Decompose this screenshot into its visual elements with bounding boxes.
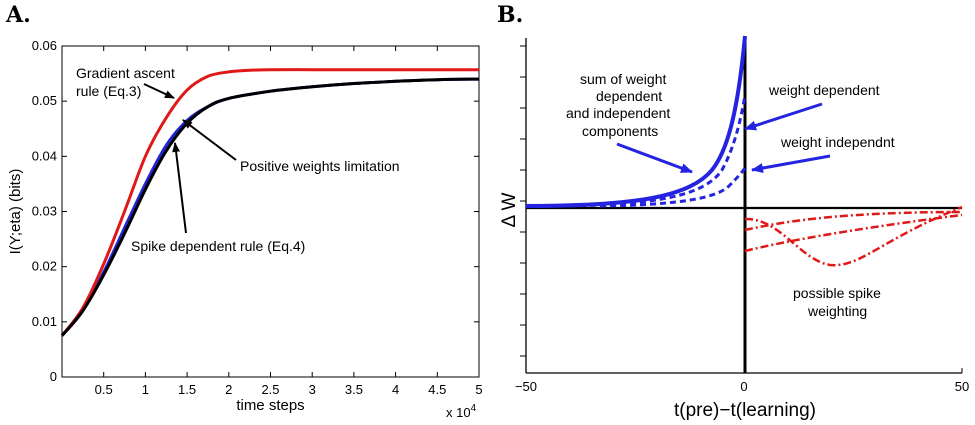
panel-a-x-multiplier: x 104 (446, 403, 477, 420)
arrow-weight-dependent (744, 102, 823, 131)
annotation-sum-line1: sum of weight (580, 71, 666, 87)
curve-weight-dependent (559, 94, 747, 208)
panel-b-ylabel: Δ W (499, 193, 520, 228)
panel-a-ticks: 0.5 1 1.5 2 2.5 3 3.5 4 4.5 5 0 0.01 0.02 0.03 0.04 0.0… (32, 38, 483, 397)
panel-b-left-ticks (520, 45, 526, 357)
curve-spike-weighting-1 (744, 210, 963, 232)
annotation-spike-line1: possible spike (793, 285, 881, 301)
panel-a-label: A. (5, 2, 31, 28)
panel-a-ylabel: I(Y;eta) (bits) (7, 169, 24, 255)
curve-weight-independent (599, 167, 747, 208)
a-xtick-label-3: 2 (225, 382, 232, 397)
annotation-sum-line3: and independent (566, 105, 670, 121)
panel-a-series (60, 68, 480, 337)
a-xtick-label-4: 2.5 (261, 382, 279, 397)
arrow-weight-independent (751, 154, 831, 173)
panel-a-chart: 0.5 1 1.5 2 2.5 3 3.5 4 4.5 5 0 0.01 0.02 0.03 0.04 0.0… (32, 38, 483, 397)
annotation-positive: Positive weights limitation (240, 158, 400, 174)
b-xtick-label-0: −50 (515, 379, 537, 394)
a-ytick-label-4: 0.04 (32, 148, 57, 163)
arrow-positive (182, 119, 237, 161)
a-ytick-label-5: 0.05 (32, 93, 57, 108)
b-xtick-label-1: 0 (740, 379, 747, 394)
annotation-spike: Spike dependent rule (Eq.4) (131, 238, 305, 254)
panel-b-xlabel: t(pre)−t(learning) (674, 400, 816, 421)
a-xtick-label-9: 5 (475, 382, 482, 397)
a-ytick-label-0: 0 (50, 369, 57, 384)
a-series-red (60, 68, 479, 337)
a-ytick-label-6: 0.06 (32, 38, 57, 53)
curve-spike-weighting-3 (744, 205, 963, 267)
a-xtick-label-6: 3.5 (345, 382, 363, 397)
a-xtick-label-1: 1 (142, 382, 149, 397)
panel-a-x-multiplier-exp: 4 (471, 403, 477, 414)
a-ytick-label-2: 0.02 (32, 259, 57, 274)
annotation-gradient-line2: rule (Eq.3) (76, 83, 141, 99)
a-series-black (60, 77, 480, 337)
annotation-sum-line2: dependent (596, 88, 662, 104)
curve-sum (525, 35, 747, 208)
annotation-sum-line4: components (582, 123, 658, 139)
a-xtick-label-5: 3 (309, 382, 316, 397)
annotation-spike-line2: weighting (807, 303, 867, 319)
panel-a-xlabel: time steps (236, 397, 304, 414)
b-xtick-label-2: 50 (955, 379, 969, 394)
arrow-sum (616, 142, 693, 174)
a-xtick-label-0: 0.5 (95, 382, 113, 397)
arrow-spike (172, 142, 187, 234)
curve-spike-weighting-2 (744, 213, 963, 253)
a-ytick-label-3: 0.03 (32, 204, 57, 219)
panel-a-x-multiplier-base: x 10 (446, 405, 471, 420)
annotation-weight-dependent: weight dependent (768, 82, 880, 98)
panel-b-label: B. (497, 2, 523, 28)
annotation-weight-independent: weight independnt (780, 134, 895, 150)
a-xtick-label-8: 4.5 (428, 382, 446, 397)
a-ytick-label-1: 0.01 (32, 314, 57, 329)
arrow-gradient (143, 83, 175, 99)
a-xtick-label-7: 4 (392, 382, 399, 397)
a-xtick-label-2: 1.5 (178, 382, 196, 397)
panel-b-x-ticks: −50 0 50 (515, 368, 969, 394)
panel-b-chart: −50 0 50 (515, 35, 969, 394)
annotation-gradient-line1: Gradient ascent (76, 65, 175, 81)
